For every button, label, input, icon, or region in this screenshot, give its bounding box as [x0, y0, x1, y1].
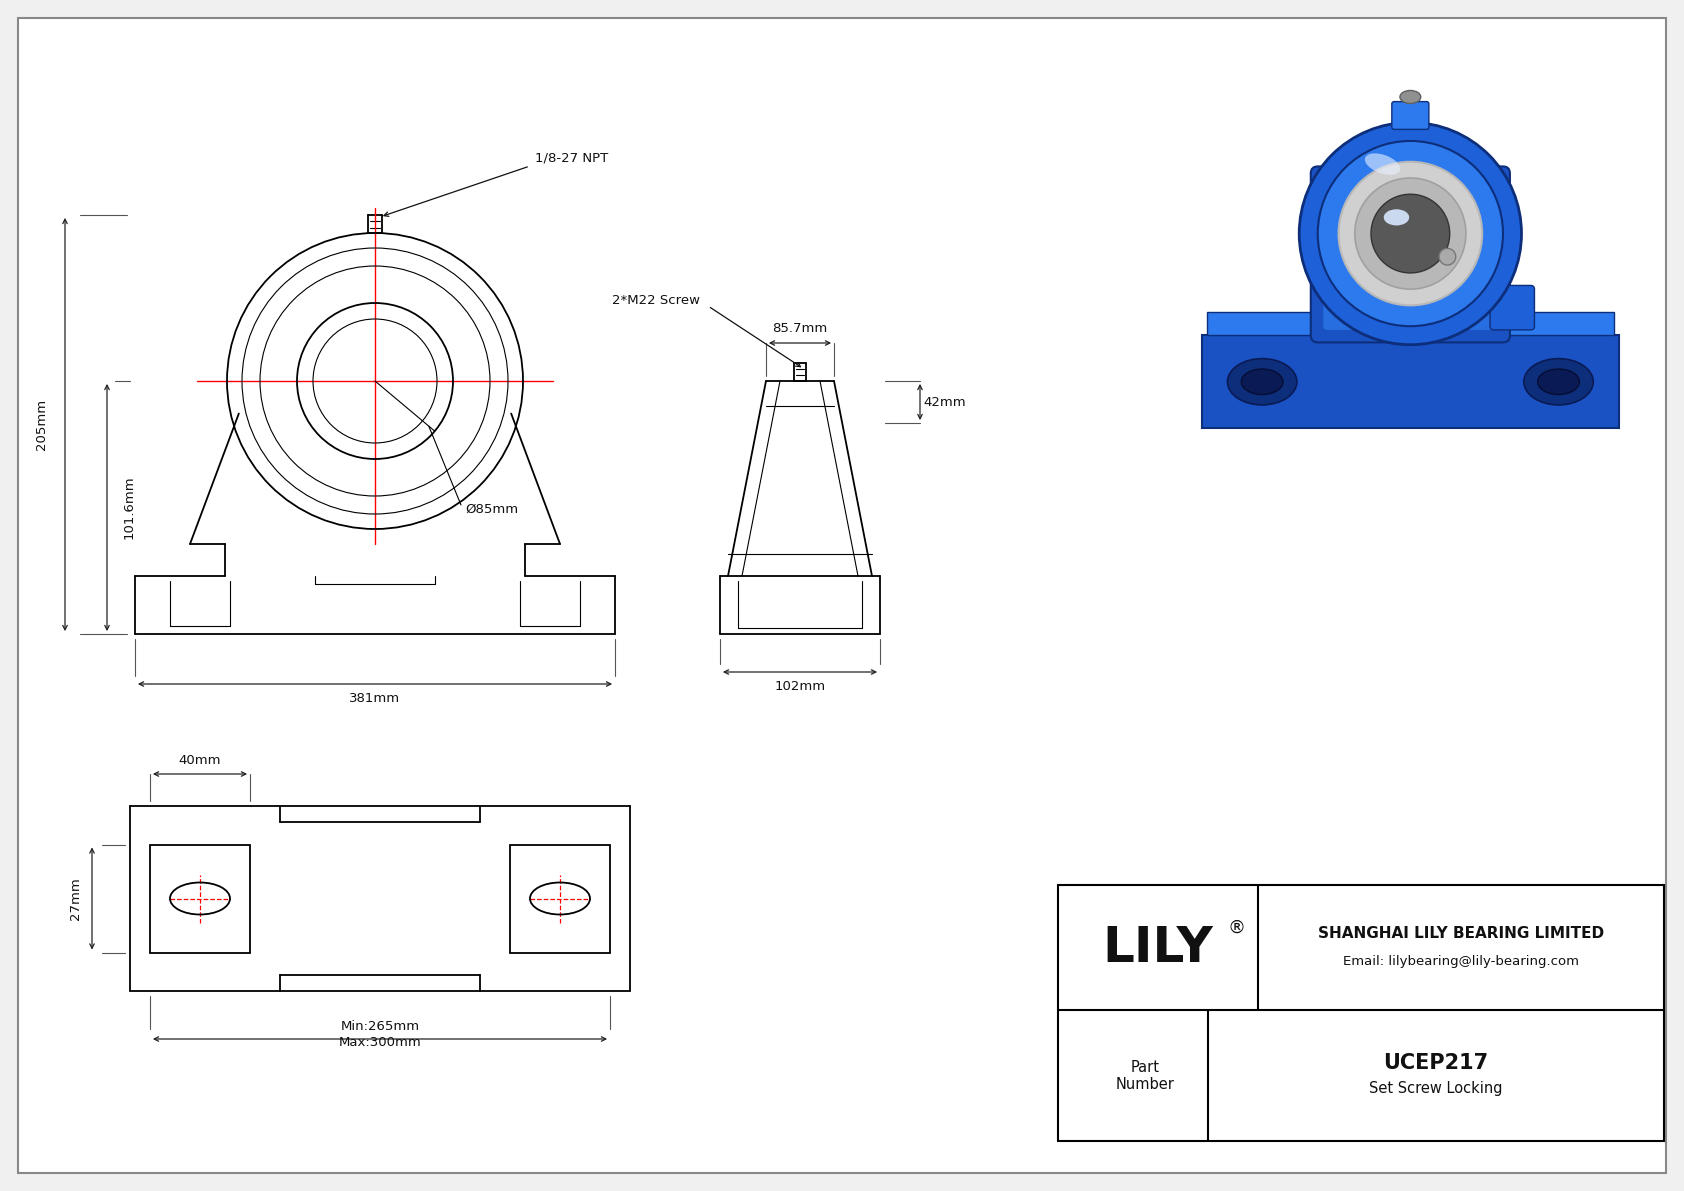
- Ellipse shape: [1384, 210, 1410, 225]
- Ellipse shape: [1524, 358, 1593, 405]
- Polygon shape: [1206, 312, 1613, 336]
- Text: 40mm: 40mm: [179, 754, 221, 767]
- Circle shape: [1354, 177, 1465, 289]
- Text: 102mm: 102mm: [775, 680, 825, 692]
- Text: 27mm: 27mm: [69, 877, 83, 919]
- Ellipse shape: [1364, 154, 1401, 175]
- Text: Min:265mm: Min:265mm: [340, 1021, 419, 1034]
- Text: Ø85mm: Ø85mm: [465, 503, 519, 516]
- Bar: [510, 844, 610, 953]
- Ellipse shape: [1537, 369, 1580, 394]
- Circle shape: [1371, 194, 1450, 273]
- Ellipse shape: [1399, 91, 1421, 104]
- Circle shape: [1319, 141, 1502, 326]
- FancyBboxPatch shape: [1490, 286, 1534, 330]
- Bar: [150, 844, 249, 953]
- Text: 2*M22 Screw: 2*M22 Screw: [611, 294, 701, 307]
- Text: 85.7mm: 85.7mm: [773, 323, 827, 336]
- Ellipse shape: [1241, 369, 1283, 394]
- Text: 381mm: 381mm: [350, 692, 401, 705]
- Ellipse shape: [1228, 358, 1297, 405]
- Text: SHANGHAI LILY BEARING LIMITED: SHANGHAI LILY BEARING LIMITED: [1319, 927, 1605, 941]
- Text: Email: lilybearing@lily-bearing.com: Email: lilybearing@lily-bearing.com: [1344, 955, 1580, 968]
- Text: 101.6mm: 101.6mm: [123, 475, 135, 540]
- Bar: [1058, 885, 1664, 1141]
- FancyBboxPatch shape: [1310, 167, 1511, 342]
- Text: ®: ®: [1228, 918, 1244, 936]
- Text: Set Screw Locking: Set Screw Locking: [1369, 1081, 1502, 1096]
- Polygon shape: [1202, 336, 1618, 428]
- Text: 42mm: 42mm: [925, 395, 967, 409]
- Circle shape: [1339, 162, 1482, 305]
- Circle shape: [1440, 249, 1455, 266]
- Text: UCEP217: UCEP217: [1384, 1053, 1489, 1073]
- Text: 1/8-27 NPT: 1/8-27 NPT: [536, 151, 608, 164]
- Text: Part
Number: Part Number: [1115, 1060, 1174, 1092]
- Text: 205mm: 205mm: [34, 399, 47, 450]
- Text: Max:300mm: Max:300mm: [338, 1036, 421, 1049]
- Circle shape: [1300, 123, 1522, 344]
- Text: LILY: LILY: [1103, 924, 1214, 972]
- FancyBboxPatch shape: [1391, 101, 1428, 130]
- FancyBboxPatch shape: [1324, 299, 1497, 330]
